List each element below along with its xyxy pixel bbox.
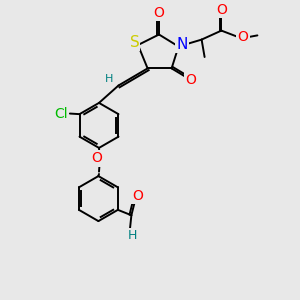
Text: O: O bbox=[238, 30, 248, 44]
Text: O: O bbox=[132, 189, 143, 203]
Text: H: H bbox=[105, 74, 113, 84]
Text: N: N bbox=[176, 37, 188, 52]
Text: Cl: Cl bbox=[54, 106, 68, 121]
Text: O: O bbox=[91, 152, 102, 165]
Text: H: H bbox=[128, 229, 137, 242]
Text: O: O bbox=[216, 3, 227, 17]
Text: S: S bbox=[130, 35, 139, 50]
Text: O: O bbox=[154, 6, 164, 20]
Text: O: O bbox=[185, 73, 196, 87]
